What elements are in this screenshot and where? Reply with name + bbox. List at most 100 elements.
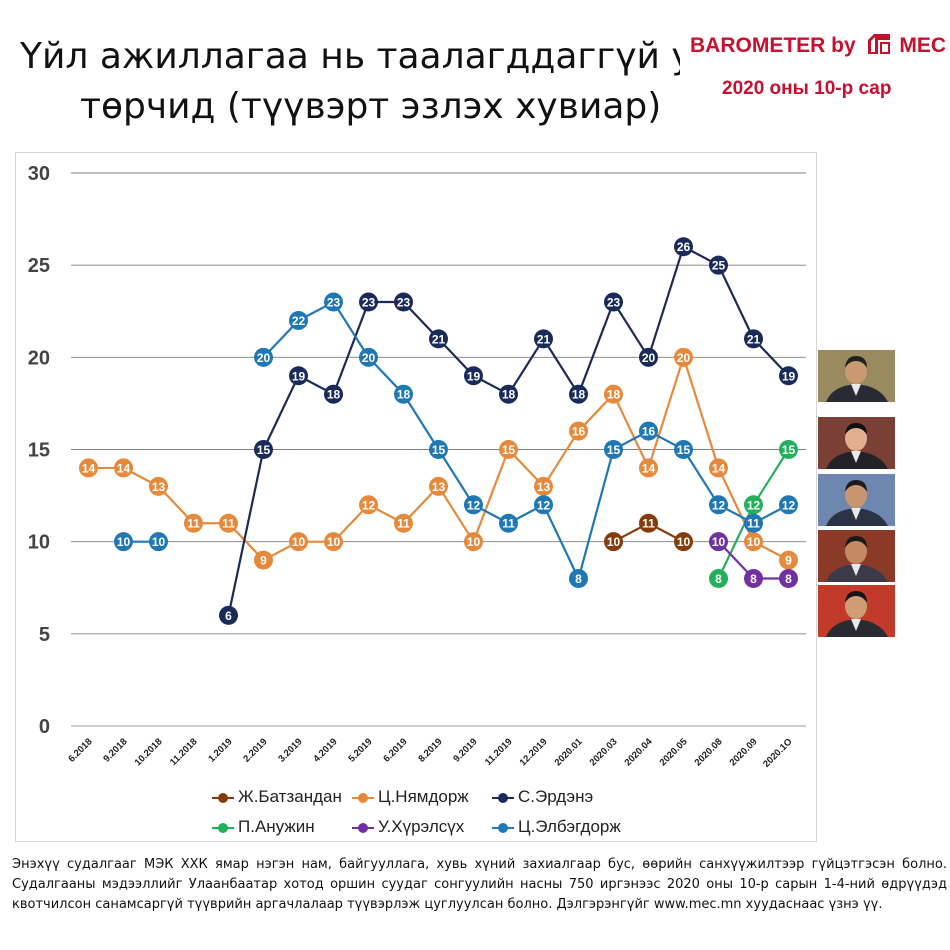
data-label: 14: [82, 461, 96, 475]
data-point: [359, 292, 378, 312]
brand-mark: MEC: [899, 34, 947, 57]
data-label: 11: [187, 517, 200, 531]
data-label: 9: [785, 554, 792, 568]
legend-item: Ж.Батзандан: [212, 782, 352, 812]
data-point: [779, 366, 798, 386]
data-label: 16: [642, 425, 656, 439]
data-label: 26: [677, 240, 691, 254]
data-point: [779, 495, 798, 515]
data-point: [639, 513, 658, 533]
data-label: 12: [362, 498, 376, 512]
data-point: [569, 421, 588, 441]
x-tick-label: 1.2019: [206, 736, 234, 764]
data-label: 10: [467, 535, 481, 549]
data-label: 8: [785, 572, 792, 586]
data-point: [464, 495, 483, 515]
data-point: [709, 255, 728, 275]
data-label: 11: [397, 517, 410, 531]
y-tick-label: 20: [28, 347, 50, 369]
y-tick-label: 0: [39, 716, 50, 738]
data-point: [499, 513, 518, 533]
data-point: [569, 569, 588, 589]
data-point: [324, 384, 343, 404]
x-tick-label: 9.2019: [451, 736, 479, 764]
data-points: 10 11 10 14 14 13 11 11 9 10 10 12 11 13 10 15 13 16 18 14 2…: [79, 237, 798, 625]
line-chart: 0 5 10 15 20 25 30 6.2018 9.2018 10.2018 11.2018 1…: [28, 163, 806, 770]
data-label: 19: [292, 369, 306, 383]
data-label: 10: [327, 535, 341, 549]
data-label: 10: [607, 535, 621, 549]
data-label: 14: [712, 461, 726, 475]
data-label: 11: [747, 517, 760, 531]
x-tick-label: 11.2018: [168, 736, 200, 768]
data-point: [254, 440, 273, 459]
portrait-photo-icon: [818, 585, 895, 637]
chart-title: Үйл ажиллагаа нь таалагддаггүй улс төрчи…: [0, 32, 680, 142]
legend-label: Ц.Нямдорж: [378, 787, 469, 806]
data-point: [359, 495, 378, 515]
chart-legend: Ж.Батзандан Ц.Нямдорж С.Эрдэнэ П.Анужин У.Хү…: [212, 782, 642, 842]
data-point: [149, 476, 168, 496]
data-point: [604, 292, 623, 312]
data-label: 16: [572, 425, 586, 439]
data-point: [114, 458, 133, 478]
legend-swatch-icon: [352, 792, 374, 804]
data-label: 11: [222, 517, 235, 531]
x-tick-label: 11.2019: [483, 736, 515, 768]
data-label: 8: [750, 572, 757, 586]
data-label: 23: [327, 296, 341, 310]
data-label: 22: [292, 314, 306, 328]
data-label: 15: [607, 443, 621, 457]
data-label: 8: [575, 572, 582, 586]
data-point: [709, 458, 728, 478]
data-label: 19: [467, 369, 481, 383]
data-point: [289, 532, 308, 552]
chart-title-line-2: төрчид (түүвэрт эзлэх хувиар): [80, 86, 662, 127]
data-label: 10: [152, 535, 166, 549]
x-tick-label: 2.2019: [241, 736, 269, 764]
series-line-2: [227, 245, 790, 616]
data-point: [744, 513, 763, 533]
y-axis: 0 5 10 15 20 25 30: [28, 163, 50, 738]
x-tick-label: 8.2019: [416, 736, 444, 764]
x-tick-label: 12.2019: [518, 736, 550, 768]
data-label: 20: [677, 351, 691, 365]
x-tick-label: 10.2018: [133, 736, 165, 768]
y-tick-label: 5: [39, 624, 50, 646]
legend-swatch-icon: [492, 822, 514, 834]
data-label: 12: [467, 498, 481, 512]
legend-swatch-icon: [212, 822, 234, 834]
data-point: [219, 605, 238, 625]
data-label: 12: [712, 498, 726, 512]
footnote: Энэхүү судалгааг МЭК ХХК ямар нэгэн нам,…: [12, 857, 947, 912]
data-point: [779, 550, 798, 570]
x-axis: 6.2018 9.2018 10.2018 11.2018 1.2019 2.2019 3.…: [66, 736, 794, 770]
data-label: 8: [715, 572, 722, 586]
data-label: 18: [572, 388, 586, 402]
data-point: [429, 440, 448, 459]
data-point: [394, 292, 413, 312]
data-label: 11: [642, 517, 655, 531]
data-label: 21: [747, 332, 761, 346]
data-label: 10: [677, 535, 691, 549]
legend-label: Ж.Батзандан: [238, 787, 342, 806]
x-tick-label: 2020.04: [623, 736, 656, 769]
data-label: 20: [257, 351, 271, 365]
y-tick-label: 25: [28, 255, 50, 277]
data-label: 12: [747, 498, 761, 512]
gridlines: [71, 172, 806, 727]
legend-item: Ц.Нямдорж: [352, 782, 492, 812]
series-line-5: [262, 300, 790, 582]
data-label: 10: [747, 535, 761, 549]
data-point: [534, 476, 553, 496]
data-label: 13: [152, 480, 166, 494]
data-point: [254, 347, 273, 367]
data-point: [744, 329, 763, 349]
chart-area: 0 5 10 15 20 25 30 6.2018 9.2018 10.2018 11.2018 1…: [15, 152, 817, 842]
y-tick-label: 30: [28, 163, 50, 185]
data-point: [674, 440, 693, 459]
data-label: 23: [607, 296, 621, 310]
data-label: 11: [502, 517, 515, 531]
x-tick-label: 2020.03: [588, 736, 620, 768]
brand-logo: BAROMETER by MEC: [690, 32, 946, 58]
